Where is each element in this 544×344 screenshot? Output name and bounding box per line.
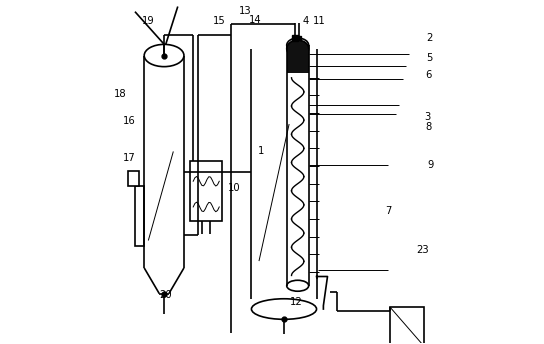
Text: 16: 16	[122, 116, 135, 126]
Ellipse shape	[144, 44, 184, 67]
Text: 8: 8	[426, 122, 432, 132]
Text: 23: 23	[416, 245, 428, 255]
Text: 15: 15	[213, 15, 225, 25]
Ellipse shape	[287, 40, 308, 57]
Text: 14: 14	[249, 14, 262, 24]
Text: 20: 20	[159, 290, 171, 300]
Bar	[287, 49, 308, 73]
Bar	[190, 161, 222, 221]
Bar	[390, 307, 424, 344]
Ellipse shape	[287, 38, 308, 52]
Text: 13: 13	[239, 6, 251, 16]
Text: 9: 9	[427, 160, 434, 170]
Ellipse shape	[287, 280, 308, 291]
Text: 3: 3	[425, 112, 431, 122]
Text: 1: 1	[258, 147, 264, 157]
Text: 7: 7	[385, 206, 392, 216]
Ellipse shape	[251, 299, 317, 319]
Text: 4: 4	[302, 15, 308, 25]
Bar	[134, 186, 144, 246]
Text: 2: 2	[426, 33, 433, 43]
Text: 5: 5	[426, 53, 433, 63]
Bar	[128, 171, 139, 186]
Text: 18: 18	[114, 89, 127, 99]
Text: 6: 6	[426, 71, 432, 80]
Text: 17: 17	[122, 153, 135, 163]
Text: 11: 11	[313, 15, 326, 25]
Text: 10: 10	[228, 183, 240, 193]
Text: 12: 12	[290, 297, 303, 307]
Text: 19: 19	[141, 16, 154, 26]
